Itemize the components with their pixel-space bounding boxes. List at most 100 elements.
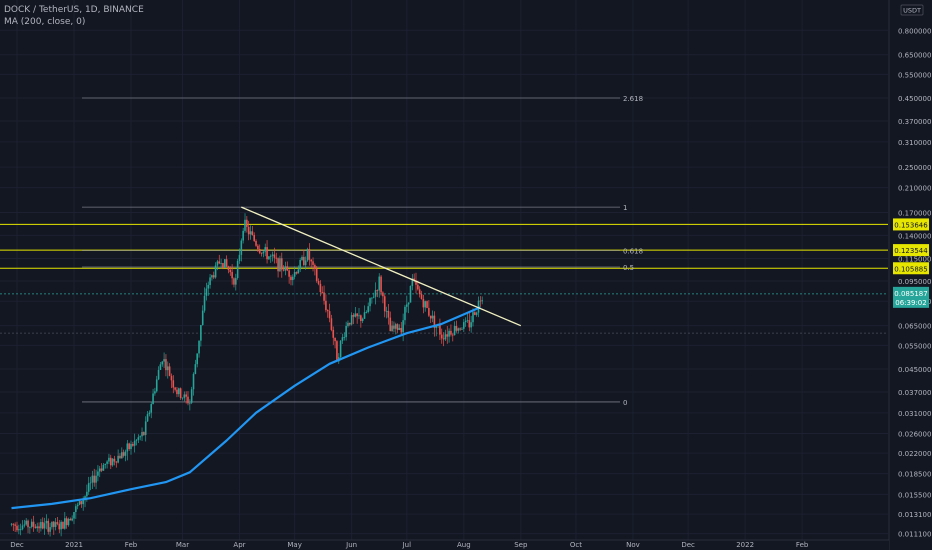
candle-body — [235, 278, 237, 285]
candle-body — [124, 451, 127, 456]
indicator-title[interactable]: MA (200, close, 0) — [4, 17, 86, 27]
price-tick-label: 0.170000 — [898, 210, 931, 218]
candle-body — [354, 313, 357, 317]
candle-body — [233, 278, 235, 285]
candle-body — [58, 523, 61, 530]
candle-body — [314, 264, 316, 270]
candle-body — [200, 325, 202, 341]
candle-body — [148, 412, 151, 415]
candle-body — [51, 521, 53, 528]
candle-body — [62, 521, 64, 529]
candle-body — [137, 437, 140, 440]
candle-body — [47, 520, 50, 532]
price-tick-label: 0.026000 — [898, 431, 931, 439]
level-price-badge[interactable]: 0.153646 — [893, 218, 929, 231]
fib-retracement[interactable]: 2.618 1 0.618 0.5 0 — [0, 95, 888, 407]
candle-body — [301, 256, 303, 260]
level-badge-text: 0.123544 — [894, 247, 928, 255]
candle-body — [231, 272, 233, 279]
time-axis[interactable]: Dec 2021 Feb Mar Apr May Jun Jul Aug Sep Oct Nov Dec… — [0, 539, 889, 550]
candle-body — [168, 366, 171, 376]
candle-body — [428, 307, 430, 316]
candle-body — [251, 231, 254, 236]
candle-body — [89, 482, 92, 484]
price-axis-background — [889, 0, 932, 550]
level-price-badge[interactable]: 0.105885 — [893, 262, 929, 275]
candle-body — [442, 338, 445, 340]
price-tick-label: 0.011100 — [898, 531, 931, 539]
candle-body — [115, 461, 118, 463]
candle-body — [71, 518, 73, 521]
candle-body — [349, 322, 351, 325]
candle-body — [163, 359, 165, 362]
candle-body — [431, 315, 434, 319]
candle-body — [282, 269, 285, 271]
time-tick-label: Apr — [233, 541, 245, 549]
candle-body — [453, 325, 456, 336]
candle-body — [104, 463, 107, 465]
symbol-title[interactable]: DOCK / TetherUS, 1D, BINANCE — [4, 5, 144, 15]
candle-body — [352, 315, 355, 317]
candle-body — [385, 310, 388, 312]
candle-body — [16, 525, 18, 531]
candle-body — [209, 277, 211, 285]
trendline[interactable] — [241, 206, 522, 327]
candle-body — [372, 296, 375, 298]
candle-body — [464, 320, 467, 323]
time-tick-label: Sep — [514, 541, 528, 549]
candle-body — [389, 317, 392, 332]
candle-body — [258, 249, 261, 253]
candle-body — [236, 260, 239, 279]
horizontal-lines[interactable] — [0, 223, 888, 269]
candle-body — [238, 254, 241, 261]
trendline-layer[interactable] — [241, 206, 522, 327]
candle-body — [293, 272, 296, 277]
time-tick-label: Aug — [457, 541, 471, 549]
candle-body — [128, 443, 130, 450]
candle-body — [146, 414, 149, 422]
candle-body — [56, 522, 59, 524]
time-tick-label: Jul — [402, 541, 412, 549]
candle-body — [315, 269, 318, 281]
candle-body — [280, 258, 283, 270]
candle-body — [284, 266, 287, 271]
candle-body — [38, 526, 40, 529]
price-tick-label: 0.800000 — [898, 27, 931, 35]
price-axis[interactable]: USDT 0.800000 0.650000 0.550000 0.450000 0.37… — [888, 0, 932, 550]
candle-body — [380, 276, 382, 293]
candle-body — [433, 315, 436, 328]
candle-body — [400, 327, 403, 333]
candle-body — [185, 394, 187, 397]
candle-body — [176, 389, 178, 395]
candle-body — [201, 310, 204, 326]
candle-body — [255, 240, 257, 246]
candle-body — [240, 240, 243, 255]
candle-body — [325, 300, 327, 311]
level-price-badge[interactable]: 0.123544 — [893, 244, 929, 257]
candle-body — [170, 375, 173, 381]
price-tick-label: 0.250000 — [898, 164, 931, 172]
currency-badge[interactable]: USDT — [900, 4, 924, 16]
candle-body — [275, 257, 278, 259]
candle-body — [253, 235, 255, 241]
candle-body — [328, 311, 331, 319]
candle-body — [409, 285, 412, 303]
time-tick-label: Jun — [345, 541, 357, 549]
candle-body — [303, 256, 305, 266]
candle-body — [264, 247, 267, 252]
candle-body — [73, 512, 75, 519]
candle-body — [470, 322, 472, 328]
candle-body — [139, 436, 141, 438]
candle-body — [76, 504, 79, 507]
price-tick-label: 0.055000 — [898, 342, 931, 350]
candle-body — [317, 280, 320, 284]
candle-body — [98, 468, 101, 472]
candle-body — [360, 315, 362, 321]
candle-body — [286, 266, 289, 271]
candle-body — [321, 292, 324, 293]
candle-body — [161, 361, 164, 365]
candle-body — [451, 334, 454, 336]
